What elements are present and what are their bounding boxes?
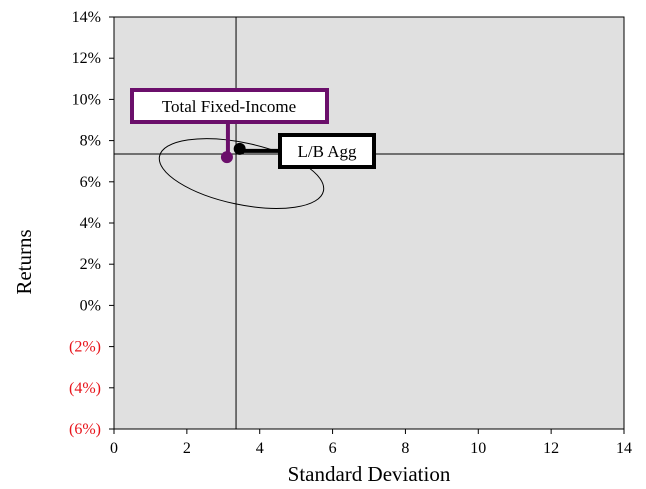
y-tick-label: 4% — [80, 215, 101, 232]
x-tick-label: 2 — [183, 440, 191, 457]
y-tick-label: 0% — [80, 297, 101, 314]
y-tick-label: (4%) — [69, 380, 101, 397]
x-tick-label: 0 — [110, 440, 118, 457]
y-tick-label: 6% — [80, 174, 101, 191]
y-tick-label: 2% — [80, 256, 101, 273]
y-tick-label: (6%) — [69, 421, 101, 438]
y-tick-label: 8% — [80, 133, 101, 150]
fixed-income-callout-label: Total Fixed-Income — [162, 97, 296, 116]
x-axis-title: Standard Deviation — [288, 462, 451, 486]
x-tick-label: 4 — [256, 440, 264, 457]
y-tick-label: 12% — [72, 50, 101, 67]
agg-point — [233, 142, 246, 155]
y-axis-title: Returns — [12, 229, 36, 294]
fixed-income-callout-box — [130, 88, 329, 124]
agg-callout-label: L/B Agg — [297, 142, 357, 161]
agg-callout-box — [278, 133, 376, 169]
y-tick-label: 14% — [72, 9, 101, 26]
x-tick-label: 12 — [543, 440, 559, 457]
x-tick-label: 10 — [470, 440, 486, 457]
y-tick-label: (2%) — [69, 339, 101, 356]
x-tick-label: 6 — [329, 440, 337, 457]
x-tick-label: 14 — [616, 440, 632, 457]
fixed-income-point — [220, 151, 233, 164]
y-tick-label: 10% — [72, 91, 101, 108]
confidence-ellipse — [158, 138, 325, 209]
plot-area — [113, 16, 625, 430]
x-tick-label: 8 — [401, 440, 409, 457]
